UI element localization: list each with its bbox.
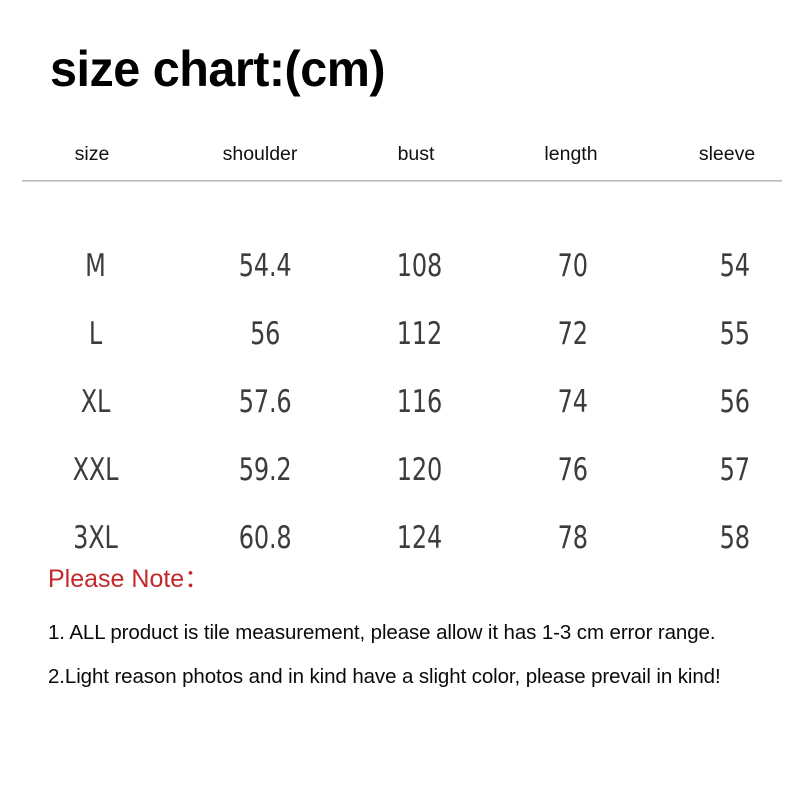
table-row: L 56 112 72 55 [0,300,800,368]
table-row: 3XL 60.8 124 78 58 [0,504,800,572]
table-row: M 54.4 108 70 54 [0,232,800,300]
cell-bust: 124 [396,520,443,556]
column-header-size: size [74,143,110,165]
page-title: size chart:(cm) [50,41,386,97]
cell-sleeve: 54 [719,248,750,284]
cell-bust: 112 [396,316,443,352]
cell-length: 76 [557,452,588,488]
column-header-bust: bust [397,143,435,165]
cell-size: XXL [72,452,119,488]
cell-length: 74 [557,384,588,420]
cell-sleeve: 57 [719,452,750,488]
column-header-shoulder: shoulder [222,143,298,165]
cell-bust: 120 [396,452,443,488]
cell-length: 72 [557,316,588,352]
cell-shoulder: 56 [250,316,281,352]
notes-heading: Please Note： [48,565,210,593]
cell-shoulder: 54.4 [238,248,292,284]
cell-shoulder: 59.2 [238,452,292,488]
cell-bust: 116 [396,384,443,420]
table-row: XL 57.6 116 74 56 [0,368,800,436]
cell-sleeve: 55 [719,316,750,352]
cell-size: XL [80,384,111,420]
cell-length: 70 [557,248,588,284]
table-header-row: size shoulder bust length sleeve [0,128,800,182]
column-header-length: length [544,143,598,165]
notes-section: Please Note： 1. ALL product is tile meas… [48,565,778,698]
cell-sleeve: 58 [719,520,750,556]
cell-size: L [88,316,103,352]
cell-length: 78 [557,520,588,556]
table-body: M 54.4 108 70 54 L 56 112 72 55 XL 57.6 … [0,232,800,572]
note-item-1: 1. ALL product is tile measurement, plea… [48,620,716,644]
table-row: XXL 59.2 120 76 57 [0,436,800,504]
note-item-2: 2.Light reason photos and in kind have a… [48,664,721,688]
size-chart-table: size shoulder bust length sleeve M 54.4 … [0,128,800,556]
cell-shoulder: 57.6 [238,384,292,420]
header-divider [22,180,782,182]
cell-bust: 108 [396,248,443,284]
column-header-sleeve: sleeve [698,143,756,165]
cell-shoulder: 60.8 [238,520,292,556]
cell-sleeve: 56 [719,384,750,420]
cell-size: 3XL [73,520,118,556]
cell-size: M [85,248,106,284]
